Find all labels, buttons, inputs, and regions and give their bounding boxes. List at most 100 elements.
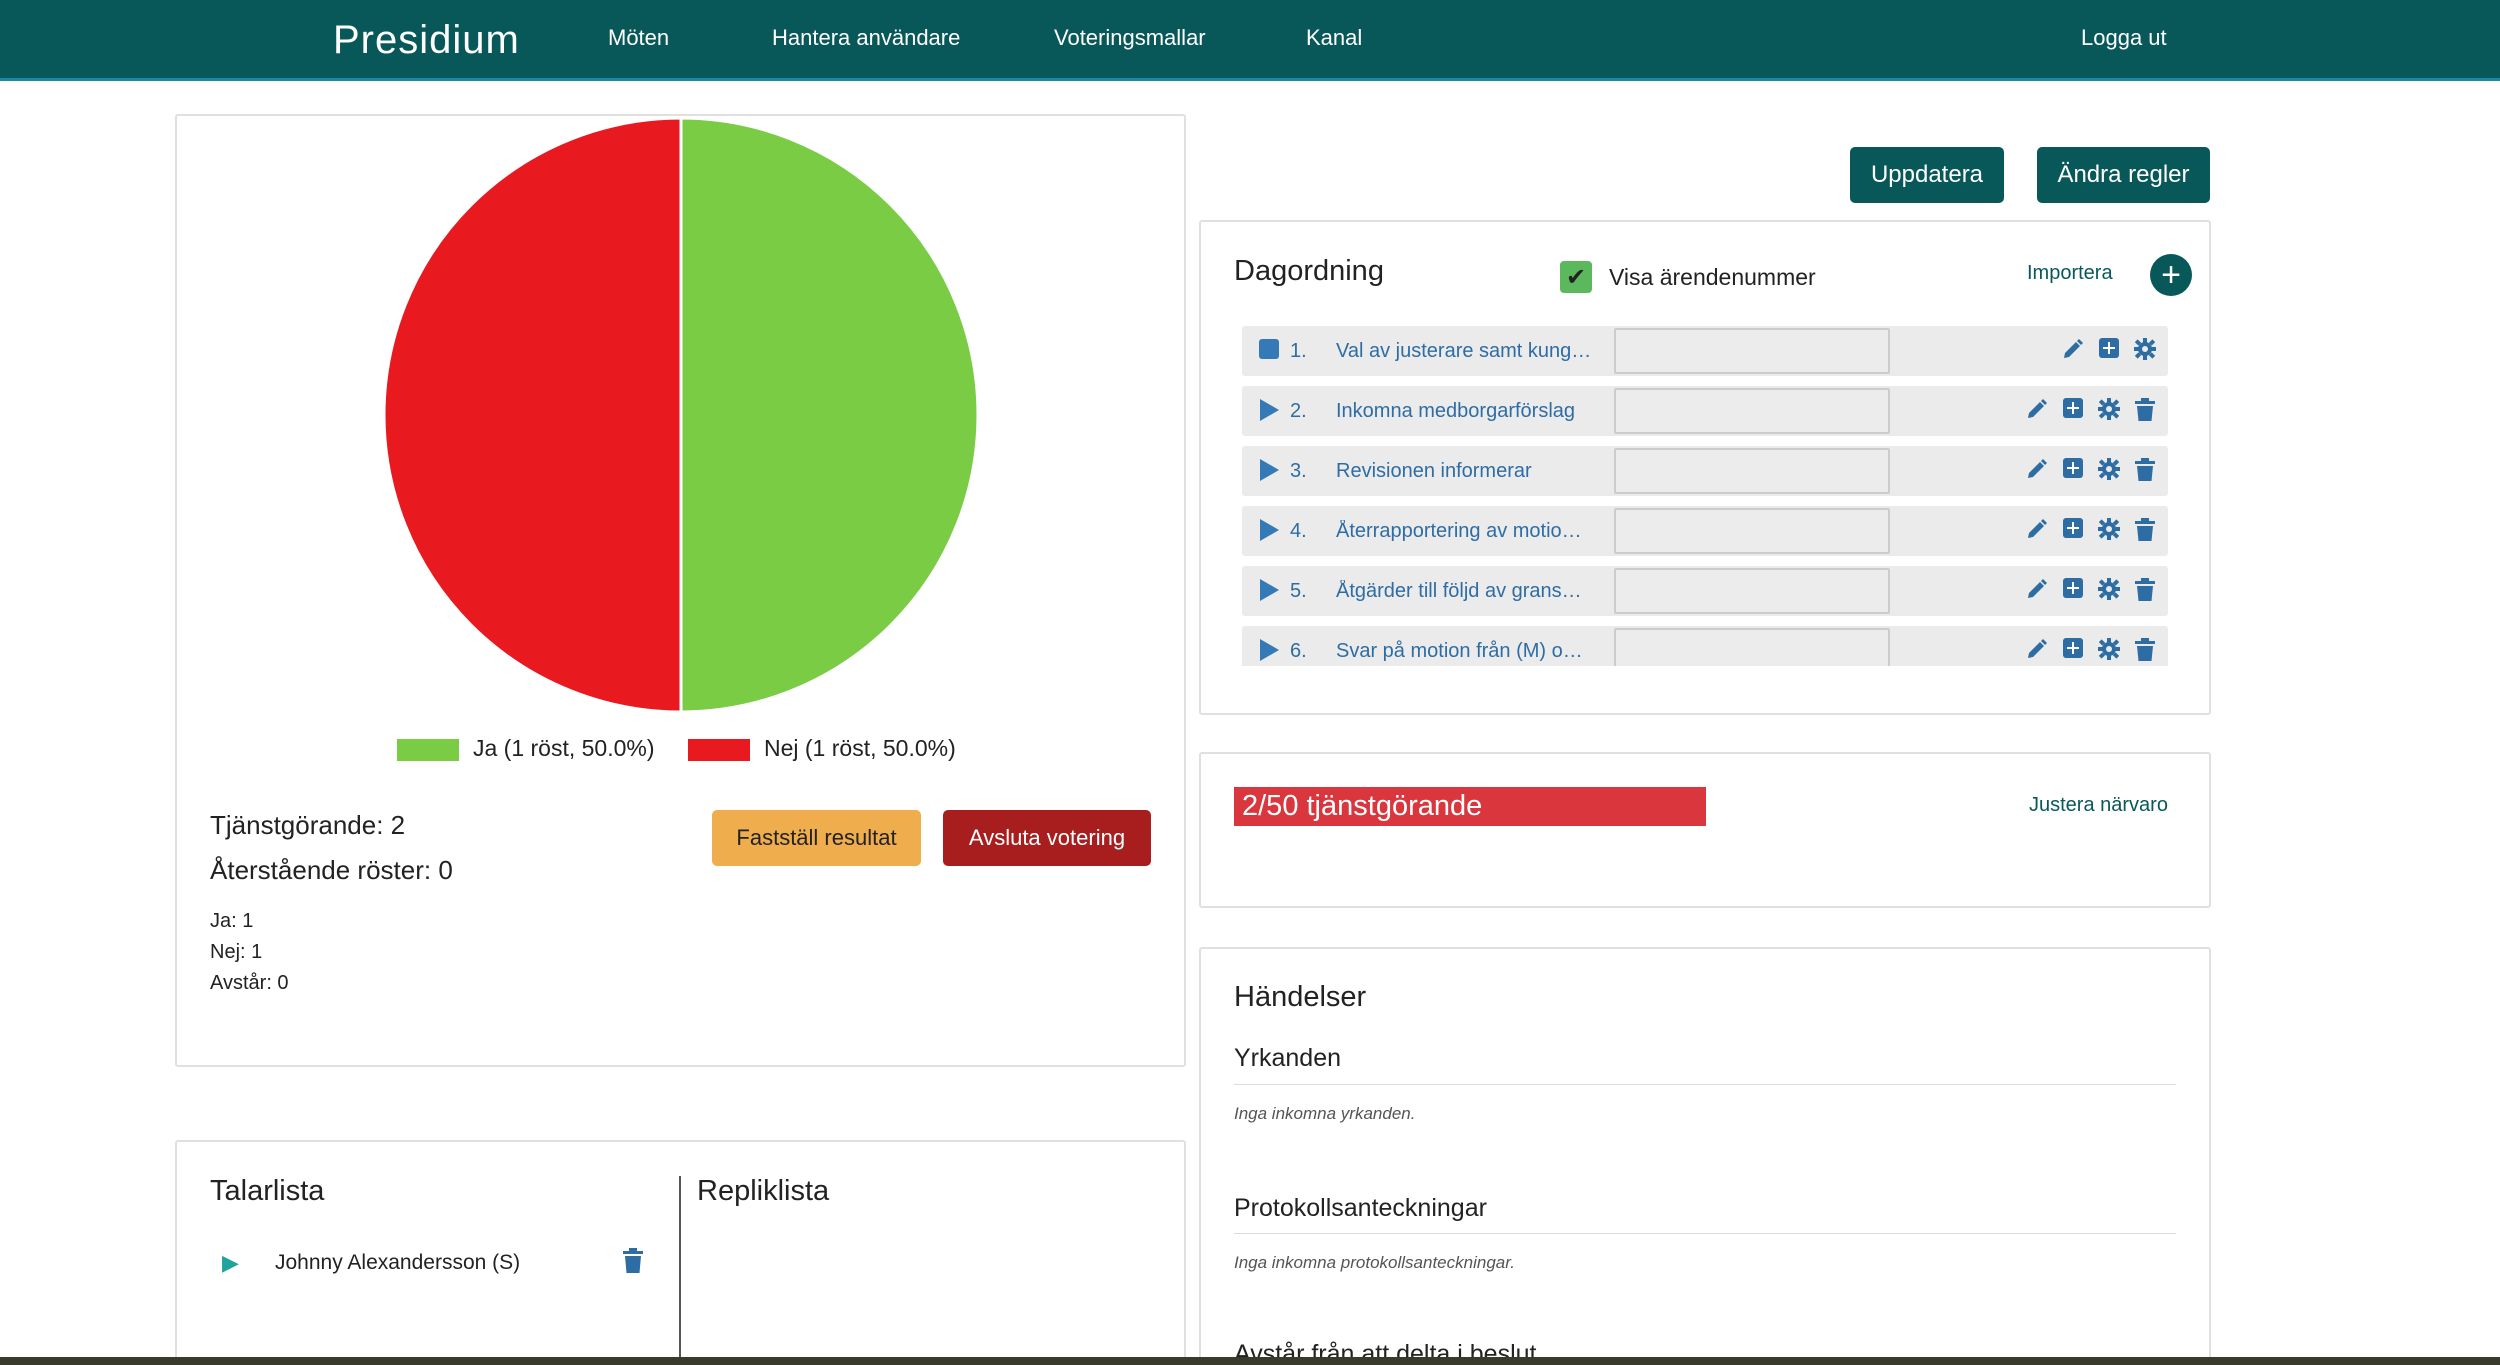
settings-gear-icon[interactable] xyxy=(2098,638,2120,662)
motions-divider xyxy=(1234,1084,2176,1085)
agenda-item-input[interactable] xyxy=(1614,628,1890,666)
window-bottom-edge xyxy=(0,1357,2500,1365)
change-rules-button[interactable]: Ändra regler xyxy=(2037,147,2210,203)
agenda-item-input[interactable] xyxy=(1614,328,1890,374)
agenda-item[interactable]: 4. Återrapportering av motio… xyxy=(1242,506,2168,556)
add-sub-item-icon[interactable] xyxy=(2062,518,2084,542)
agenda-title: Dagordning xyxy=(1234,255,1384,287)
agenda-item-actions xyxy=(2062,338,2156,362)
delete-trash-icon[interactable] xyxy=(2134,518,2156,542)
confirm-result-button[interactable]: Fastställ resultat xyxy=(712,810,921,866)
add-agenda-item-icon[interactable]: + xyxy=(2150,254,2192,296)
add-sub-item-icon[interactable] xyxy=(2062,458,2084,482)
delete-trash-icon[interactable] xyxy=(2134,458,2156,482)
legend-yes-swatch xyxy=(397,738,459,761)
agenda-item[interactable]: 3. Revisionen informerar xyxy=(1242,446,2168,496)
agenda-list: 1. Val av justerare samt kung… 2. Inkomna m… xyxy=(1242,326,2168,666)
brand-logo[interactable]: Presidium xyxy=(333,18,520,62)
events-title: Händelser xyxy=(1234,981,1367,1013)
agenda-item[interactable]: 2. Inkomna medborgarförslag xyxy=(1242,386,2168,436)
settings-gear-icon[interactable] xyxy=(2134,338,2156,362)
motions-empty-note: Inga inkomna yrkanden. xyxy=(1234,1104,1416,1123)
agenda-item-title[interactable]: Svar på motion från (M) o… xyxy=(1336,640,1583,662)
delete-trash-icon[interactable] xyxy=(2134,638,2156,662)
agenda-item-title[interactable]: Val av justerare samt kung… xyxy=(1336,340,1592,362)
motions-heading: Yrkanden xyxy=(1234,1044,1342,1072)
attendance-progress-bar: 2/50 tjänstgörande xyxy=(1234,787,1706,826)
agenda-item[interactable]: 1. Val av justerare samt kung… xyxy=(1242,326,2168,376)
speakers-divider xyxy=(679,1176,681,1365)
play-icon[interactable] xyxy=(1258,458,1282,482)
settings-gear-icon[interactable] xyxy=(2098,398,2120,422)
nav-link-vote-templates[interactable]: Voteringsmallar xyxy=(1054,25,1206,50)
edit-icon[interactable] xyxy=(2026,518,2048,542)
edit-icon[interactable] xyxy=(2026,458,2048,482)
settings-gear-icon[interactable] xyxy=(2098,578,2120,602)
events-card xyxy=(1199,947,2211,1365)
add-sub-item-icon[interactable] xyxy=(2062,638,2084,662)
play-icon[interactable] xyxy=(1258,398,1282,422)
agenda-item-input[interactable] xyxy=(1614,388,1890,434)
agenda-item-number: 6. xyxy=(1290,640,1307,662)
tally-no: Nej: 1 xyxy=(210,941,263,963)
agenda-item-actions xyxy=(2026,578,2156,602)
adjust-attendance-link[interactable]: Justera närvaro xyxy=(2029,794,2168,816)
show-numbers-checkbox[interactable]: ✔ xyxy=(1560,261,1592,293)
agenda-item-number: 1. xyxy=(1290,340,1307,362)
add-sub-item-icon[interactable] xyxy=(2062,578,2084,602)
pie-slice-no xyxy=(382,116,683,714)
speaker-play-icon[interactable]: ▶ xyxy=(222,1250,239,1275)
edit-icon[interactable] xyxy=(2026,398,2048,422)
edit-icon[interactable] xyxy=(2026,638,2048,662)
nav-link-meetings[interactable]: Möten xyxy=(608,25,670,50)
stop-icon[interactable] xyxy=(1258,338,1282,362)
attendance-card xyxy=(1199,752,2211,908)
agenda-item-actions xyxy=(2026,398,2156,422)
add-sub-item-icon[interactable] xyxy=(2098,338,2120,362)
top-navbar: Presidium Möten Hantera användare Voteri… xyxy=(0,0,2500,81)
tally-abstain: Avstår: 0 xyxy=(210,972,289,994)
legend-no: Nej (1 röst, 50.0%) xyxy=(688,730,956,766)
update-button[interactable]: Uppdatera xyxy=(1850,147,2004,203)
reply-list-title: Repliklista xyxy=(697,1175,830,1207)
add-sub-item-icon[interactable] xyxy=(2062,398,2084,422)
play-icon[interactable] xyxy=(1258,518,1282,542)
agenda-item-actions xyxy=(2026,518,2156,542)
tally-yes: Ja: 1 xyxy=(210,910,254,932)
agenda-item-input[interactable] xyxy=(1614,448,1890,494)
agenda-item-number: 2. xyxy=(1290,400,1307,422)
end-vote-button[interactable]: Avsluta votering xyxy=(943,810,1151,866)
protocol-notes-divider xyxy=(1234,1233,2176,1234)
agenda-item-input[interactable] xyxy=(1614,508,1890,554)
agenda-item-title[interactable]: Återrapportering av motio… xyxy=(1336,520,1582,542)
delete-trash-icon[interactable] xyxy=(2134,578,2156,602)
agenda-item-number: 5. xyxy=(1290,580,1307,602)
settings-gear-icon[interactable] xyxy=(2098,458,2120,482)
agenda-item-title[interactable]: Inkomna medborgarförslag xyxy=(1336,400,1576,422)
play-icon[interactable] xyxy=(1258,638,1282,662)
settings-gear-icon[interactable] xyxy=(2098,518,2120,542)
agenda-item-title[interactable]: Åtgärder till följd av grans… xyxy=(1336,580,1582,602)
protocol-notes-empty-note: Inga inkomna protokollsanteckningar. xyxy=(1234,1253,1515,1272)
agenda-item-actions xyxy=(2026,638,2156,662)
legend-yes-label: Ja (1 röst, 50.0%) xyxy=(473,735,655,761)
agenda-item-title[interactable]: Revisionen informerar xyxy=(1336,460,1532,482)
legend-yes: Ja (1 röst, 50.0%) xyxy=(397,730,655,766)
agenda-item-number: 3. xyxy=(1290,460,1307,482)
speakers-list-title: Talarlista xyxy=(210,1175,325,1207)
pie-slice-yes xyxy=(679,116,980,714)
logout-link[interactable]: Logga ut xyxy=(2081,25,2167,50)
agenda-item[interactable]: 5. Åtgärder till följd av grans… xyxy=(1242,566,2168,616)
nav-link-manage-users[interactable]: Hantera användare xyxy=(772,25,961,50)
agenda-item-number: 4. xyxy=(1290,520,1307,542)
delete-trash-icon[interactable] xyxy=(2134,398,2156,422)
nav-link-channel[interactable]: Kanal xyxy=(1306,25,1363,50)
speaker-delete-icon[interactable] xyxy=(622,1248,644,1274)
edit-icon[interactable] xyxy=(2062,338,2084,362)
import-link[interactable]: Importera xyxy=(2027,262,2113,284)
play-icon[interactable] xyxy=(1258,578,1282,602)
vote-pie-chart xyxy=(382,116,980,714)
edit-icon[interactable] xyxy=(2026,578,2048,602)
agenda-item[interactable]: 6. Svar på motion från (M) o… xyxy=(1242,626,2168,666)
agenda-item-input[interactable] xyxy=(1614,568,1890,614)
